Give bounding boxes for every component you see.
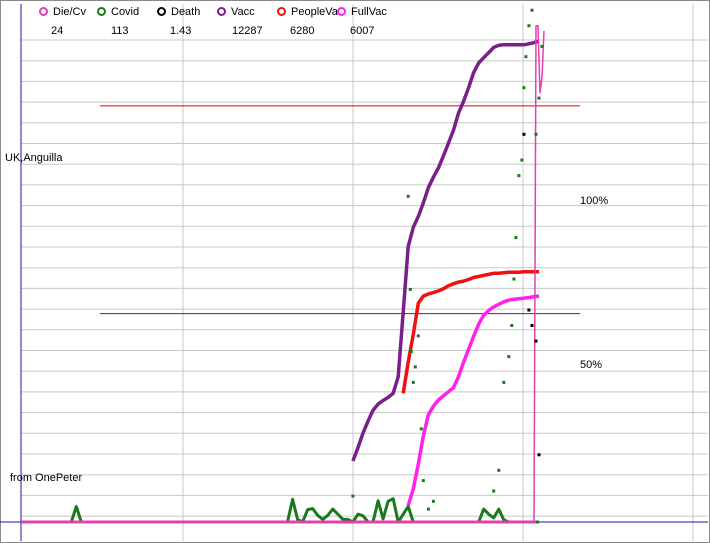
legend-value-vacc: 12287 [232, 25, 263, 37]
series-line-peopleva-2 [401, 270, 539, 394]
point-covid-5 [514, 236, 518, 240]
legend-label: FullVac [351, 6, 387, 18]
point-covid-5 [411, 380, 415, 384]
series-group [21, 8, 545, 524]
point-death-6 [534, 339, 538, 343]
legend-item-covid: Covid [97, 6, 139, 18]
point-death-6 [527, 308, 531, 312]
legend-value-peopleva: 6280 [290, 25, 315, 37]
legend-marker [217, 7, 226, 16]
series-line-vacc-1 [351, 39, 540, 462]
point-covid-5 [413, 365, 417, 369]
legend-marker [97, 7, 106, 16]
point-covid-5 [534, 132, 538, 136]
point-death-6 [522, 132, 526, 136]
point-covid-5 [510, 324, 514, 327]
legend-label: Covid [111, 6, 140, 18]
point-covid-5 [524, 55, 528, 59]
point-covid-5 [416, 334, 420, 338]
legend-label: Death [171, 6, 201, 18]
series-line-covid-0 [21, 497, 539, 524]
legend-marker [277, 7, 286, 16]
point-covid-5 [537, 96, 541, 100]
point-covid-5 [351, 494, 355, 498]
point-covid-5 [408, 287, 412, 291]
point-covid-5 [419, 427, 423, 431]
point-covid-5 [540, 44, 544, 48]
point-covid-5 [406, 194, 410, 198]
legend-label: Die/Cv [53, 6, 87, 18]
legend-marker [337, 7, 346, 16]
point-covid-5 [522, 86, 526, 90]
point-covid-5 [426, 507, 430, 511]
series-line-fullvac-3 [406, 294, 540, 507]
legend-item-die-cv: Die/Cv [39, 6, 86, 18]
point-covid-5 [530, 8, 534, 12]
point-covid-5 [520, 158, 524, 162]
legend-item-death: Death [157, 6, 200, 18]
grid-lines [20, 4, 708, 541]
point-covid-5 [527, 24, 531, 28]
point-death-6 [530, 324, 534, 327]
point-covid-5 [502, 380, 506, 384]
region-label: UK,Anguilla [5, 152, 63, 164]
point-covid-5 [409, 349, 413, 353]
legend-item-vacc: Vacc [217, 6, 255, 18]
legend-value-die-cv: 24 [51, 25, 64, 37]
legend-value-covid: 113 [111, 25, 129, 37]
point-covid-5 [507, 355, 511, 359]
ref-100-label: 100% [580, 195, 609, 207]
point-covid-5 [497, 468, 501, 472]
point-covid-5 [512, 277, 516, 281]
legend-value-fullvac: 6007 [350, 25, 375, 37]
legend-value-death: 1.43 [170, 25, 192, 37]
point-covid-5 [517, 174, 521, 178]
point-covid-5 [431, 499, 435, 503]
legend-item-peopleva: PeopleVa [277, 6, 338, 18]
legend-label: PeopleVa [291, 6, 338, 18]
source-label: from OnePeter [10, 472, 83, 484]
legend-label: Vacc [231, 6, 255, 18]
point-covid-5 [492, 489, 496, 493]
point-death-6 [537, 453, 541, 457]
reference-lines [100, 105, 580, 315]
legend-item-fullvac: FullVac [337, 6, 387, 18]
point-covid-5 [421, 479, 425, 483]
ref-50-label: 50% [580, 359, 603, 371]
legend-marker [157, 7, 166, 16]
legend-marker [39, 7, 48, 16]
